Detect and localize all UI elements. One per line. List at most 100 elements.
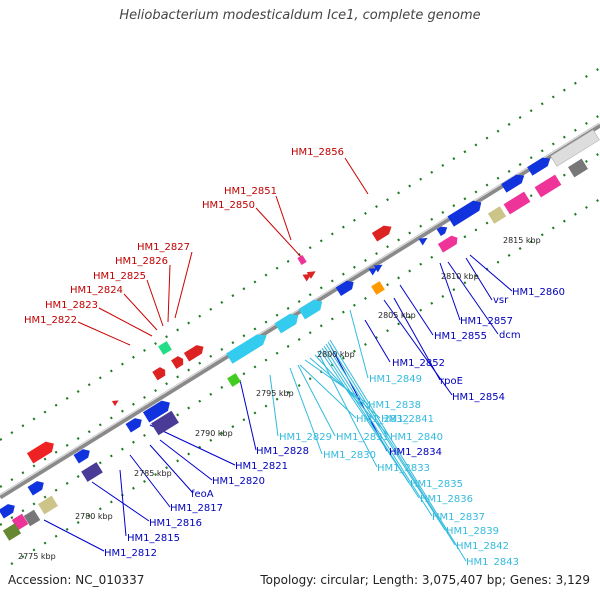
gene-label[interactable]: HM1_2835 bbox=[410, 479, 463, 490]
gene-pink-3[interactable] bbox=[437, 233, 460, 253]
gene-blue-upper-3[interactable] bbox=[447, 197, 485, 227]
tick-label: 2780 kbp bbox=[75, 512, 113, 521]
gene-label[interactable]: HM1_2828 bbox=[256, 446, 309, 457]
gene-label[interactable]: HM1_2824 bbox=[70, 285, 123, 296]
gene-blue-upper-5[interactable] bbox=[418, 234, 429, 246]
gene-label[interactable]: HM1_2841 bbox=[381, 414, 434, 425]
gene-label[interactable]: HM1_2822 bbox=[24, 315, 77, 326]
gene-red-left[interactable] bbox=[26, 439, 57, 464]
gene-purple-2[interactable] bbox=[81, 462, 103, 482]
gene-tan-2[interactable] bbox=[38, 495, 58, 515]
gene-label[interactable]: HM1_2827 bbox=[137, 242, 190, 253]
gene-label[interactable]: HM1_2856 bbox=[291, 147, 344, 158]
gene-hm1-2856[interactable] bbox=[371, 222, 394, 242]
gene-label[interactable]: HM1_2820 bbox=[212, 476, 265, 487]
connector-lines-cyan bbox=[269, 309, 467, 562]
gene-features-lower-strand[interactable] bbox=[0, 158, 588, 541]
gene-blue-upper-10[interactable] bbox=[73, 447, 93, 464]
gene-blue-upper-6[interactable] bbox=[368, 261, 384, 276]
topology-text: Topology: circular; Length: 3,075,407 bp… bbox=[260, 573, 590, 587]
gene-cyan-upper-3[interactable] bbox=[226, 330, 270, 364]
gene-label[interactable]: HM1_2843 bbox=[466, 557, 519, 565]
connector-lines-blue bbox=[43, 254, 513, 552]
gene-blue-left[interactable] bbox=[0, 502, 17, 519]
gene-pink-2[interactable] bbox=[503, 191, 531, 215]
gene-label[interactable]: HM1_2829 bbox=[279, 432, 332, 443]
map-title: Heliobacterium modesticaldum Ice1, compl… bbox=[119, 8, 481, 23]
gene-labels-red: HM1_2856 HM1_2851 HM1_2850 HM1_2827 HM1_… bbox=[24, 147, 344, 326]
gene-hm1-2851[interactable] bbox=[297, 255, 307, 265]
gene-blue-upper-9[interactable] bbox=[125, 416, 145, 433]
gene-label[interactable]: HM1_2825 bbox=[93, 271, 146, 282]
gene-label[interactable]: HM1_2836 bbox=[420, 494, 473, 505]
gene-label[interactable]: HM1_2815 bbox=[127, 533, 180, 544]
gene-blue-upper-11[interactable] bbox=[27, 479, 47, 496]
gene-tan-1[interactable] bbox=[487, 206, 507, 224]
gene-pink-1[interactable] bbox=[534, 174, 562, 198]
gene-label[interactable]: HM1_2860 bbox=[512, 287, 565, 298]
gene-label[interactable]: HM1_2849 bbox=[369, 374, 422, 385]
gene-blue-upper-8[interactable] bbox=[142, 398, 173, 423]
gene-label[interactable]: HM1_2831 bbox=[336, 432, 389, 443]
gene-label[interactable]: HM1_2817 bbox=[170, 503, 223, 514]
genome-map[interactable]: 2775 kbp 2780 kbp 2785 kbp 2790 kbp 2795… bbox=[0, 0, 600, 565]
gene-olive-left[interactable] bbox=[2, 523, 22, 541]
gene-label[interactable]: HM1_2852 bbox=[392, 358, 445, 369]
gene-label[interactable]: HM1_2838 bbox=[368, 400, 421, 411]
tick-label: 2815 kbp bbox=[503, 236, 541, 245]
gene-label[interactable]: HM1_2830 bbox=[323, 450, 376, 461]
gene-blue-upper-2[interactable] bbox=[501, 171, 527, 193]
gene-blue-upper-4[interactable] bbox=[436, 224, 450, 237]
gene-cyan-upper-2[interactable] bbox=[274, 311, 302, 334]
gene-label[interactable]: HM1_2854 bbox=[452, 392, 505, 403]
gene-orange[interactable] bbox=[371, 281, 385, 295]
gene-hm1-2827[interactable] bbox=[183, 342, 206, 362]
gene-label[interactable]: HM1_2857 bbox=[460, 316, 513, 327]
accession-text: Accession: NC_010337 bbox=[8, 573, 145, 587]
tick-label: 2810 kbp bbox=[441, 272, 479, 281]
gene-grey-lower[interactable] bbox=[568, 158, 588, 178]
tick-label: 2805 kbp bbox=[378, 311, 416, 320]
gene-hm1-2823[interactable] bbox=[152, 366, 167, 381]
gene-label[interactable]: HM1_2850 bbox=[202, 200, 255, 211]
gene-label[interactable]: HM1_2823 bbox=[45, 300, 98, 311]
gene-label[interactable]: HM1_2833 bbox=[377, 463, 430, 474]
gene-label[interactable]: HM1_2812 bbox=[104, 548, 157, 559]
gene-blue-upper-1[interactable] bbox=[527, 154, 553, 176]
gene-label[interactable]: vsr bbox=[493, 295, 509, 306]
tick-guides bbox=[0, 67, 600, 565]
gene-label[interactable]: HM1_2842 bbox=[456, 541, 509, 552]
gene-labels-blue: HM1_2860 vsr HM1_2857 dcm HM1_2855 HM1_2… bbox=[104, 287, 565, 559]
gene-green[interactable] bbox=[227, 373, 241, 387]
gene-blue-upper-7[interactable] bbox=[335, 278, 357, 296]
gene-hm1-2822[interactable] bbox=[111, 398, 120, 407]
tick-label: 2790 kbp bbox=[195, 429, 233, 438]
scale-ticks: 2775 kbp 2780 kbp 2785 kbp 2790 kbp 2795… bbox=[18, 236, 541, 561]
gene-label[interactable]: HM1_2855 bbox=[434, 331, 487, 342]
gene-label[interactable]: feoA bbox=[191, 489, 214, 500]
gene-label[interactable]: HM1_2826 bbox=[115, 256, 168, 267]
gene-grey-left[interactable] bbox=[23, 509, 41, 527]
tick-label: 2785 kbp bbox=[134, 469, 172, 478]
gene-hm1-2850[interactable] bbox=[302, 268, 317, 282]
gene-purple-1[interactable] bbox=[151, 410, 179, 436]
gene-features-upper-strand[interactable] bbox=[26, 129, 600, 496]
gene-label[interactable]: HM1_2816 bbox=[149, 518, 202, 529]
gene-label[interactable]: HM1_2834 bbox=[389, 447, 442, 458]
gene-label[interactable]: rpoE bbox=[440, 376, 463, 387]
gene-label[interactable]: HM1_2837 bbox=[432, 512, 485, 523]
gene-label[interactable]: HM1_2832 bbox=[356, 414, 409, 425]
gene-hm1-2825[interactable] bbox=[158, 341, 172, 355]
tick-label: 2795 kbp bbox=[256, 389, 294, 398]
gene-labels-cyan: HM1_2849 HM1_2838 HM1_2832 HM1_2841 HM1_… bbox=[279, 374, 519, 565]
connector-lines-red bbox=[77, 157, 369, 346]
gene-label[interactable]: HM1_2851 bbox=[224, 186, 277, 197]
gene-label[interactable]: HM1_2821 bbox=[235, 461, 288, 472]
tick-label: 2775 kbp bbox=[18, 552, 56, 561]
gene-cyan-upper-1[interactable] bbox=[298, 297, 326, 320]
gene-grey-edge[interactable] bbox=[550, 129, 600, 167]
gene-hm1-2826[interactable] bbox=[171, 355, 186, 369]
gene-label[interactable]: HM1_2840 bbox=[390, 432, 443, 443]
gene-label[interactable]: HM1_2839 bbox=[446, 526, 499, 537]
gene-label[interactable]: dcm bbox=[499, 330, 521, 341]
